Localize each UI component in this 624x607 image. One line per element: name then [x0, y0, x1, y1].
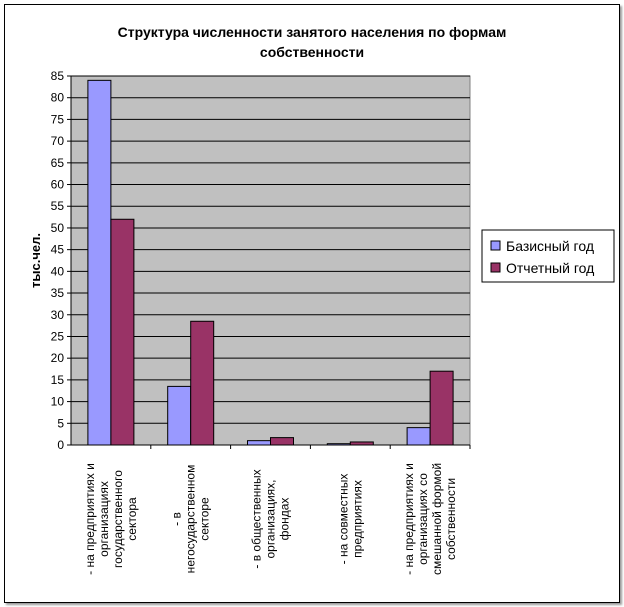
bar-report-0: [110, 218, 135, 446]
category-label: государственного: [111, 470, 125, 568]
y-tick-label: 55: [51, 199, 65, 213]
chart-title-line: Структура численности занятого населения…: [118, 24, 507, 40]
y-tick-label: 0: [57, 438, 64, 452]
bar-base-4: [406, 427, 431, 446]
legend-swatch: [490, 240, 501, 251]
y-tick-label: 80: [51, 91, 65, 105]
legend-label: Базисный год: [506, 238, 594, 254]
bar-report-4: [429, 370, 454, 446]
bar-base-2: [247, 440, 271, 446]
y-tick-label: 60: [51, 178, 65, 192]
y-tick-label: 45: [51, 243, 65, 257]
chart-title-line: собственности: [260, 44, 364, 60]
y-tick-label: 5: [57, 416, 64, 430]
legend-swatch: [490, 262, 501, 273]
y-tick-label: 85: [51, 69, 65, 83]
category-label: организациях,: [264, 479, 278, 558]
y-tick-label: 20: [51, 351, 65, 365]
y-tick-label: 25: [51, 329, 65, 343]
legend-label: Отчетный год: [506, 260, 594, 276]
bar-report-3: [349, 441, 374, 446]
bar-report-1: [190, 320, 215, 446]
y-tick-label: 70: [51, 134, 65, 148]
category-label: организациях со: [416, 473, 430, 565]
y-tick-label: 40: [51, 264, 65, 278]
y-tick-label: 35: [51, 286, 65, 300]
category-label: собственности: [444, 478, 458, 560]
bar-report-2: [270, 437, 294, 446]
plot-area: [70, 75, 471, 446]
legend-box: [481, 229, 615, 283]
category-label: предприятиях: [350, 480, 364, 558]
category-label: организациях: [97, 481, 111, 557]
y-tick-label: 75: [51, 112, 65, 126]
y-axis-label: тыс.чел.: [28, 233, 43, 288]
bar-base-3: [326, 443, 351, 446]
bar-base-1: [167, 385, 192, 446]
category-label: сектора: [125, 497, 139, 541]
category-label: - в общественных: [250, 469, 264, 568]
y-tick-label: 15: [51, 373, 65, 387]
y-tick-label: 30: [51, 308, 65, 322]
y-tick-label: 65: [51, 156, 65, 170]
y-tick-label: 50: [51, 221, 65, 235]
category-label: смешанной формой: [430, 463, 444, 575]
category-label: фондах: [278, 498, 292, 541]
category-label: - на предприятиях и: [402, 463, 416, 575]
category-label: негосударственном: [184, 465, 198, 574]
bar-base-0: [87, 79, 112, 446]
category-label: - на совместных: [336, 474, 350, 565]
y-tick-label: 10: [51, 395, 65, 409]
category-label: - в: [170, 512, 184, 526]
category-label: секторе: [198, 497, 212, 541]
category-label: - на предприятиях и: [83, 463, 97, 575]
